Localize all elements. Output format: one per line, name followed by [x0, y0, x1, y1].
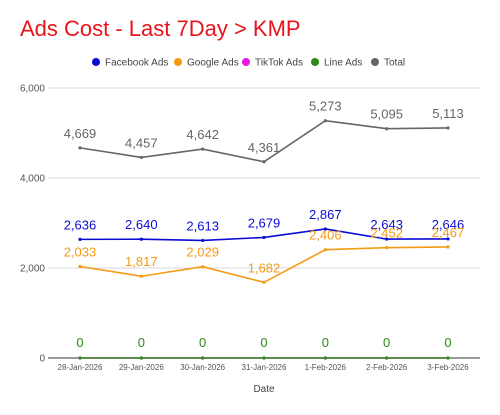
legend-label: Facebook Ads [105, 58, 168, 69]
data-point [262, 160, 266, 164]
x-tick-label: 3-Feb-2026 [427, 363, 469, 372]
data-point [385, 356, 389, 360]
x-tick-label: 2-Feb-2026 [366, 363, 408, 372]
y-tick-label: 2,000 [20, 264, 45, 275]
data-label: 1,682 [248, 260, 281, 275]
data-point [78, 356, 82, 360]
legend-marker [311, 58, 319, 66]
data-label: 5,113 [432, 106, 464, 121]
data-point [139, 237, 143, 241]
data-label: 2,406 [309, 228, 342, 243]
x-axis-title: Date [253, 384, 275, 395]
data-label: 0 [322, 335, 329, 350]
data-point [201, 238, 205, 243]
data-label: 0 [444, 335, 451, 350]
data-point [262, 235, 266, 240]
data-point [139, 274, 143, 278]
data-point [262, 280, 266, 284]
data-point [385, 127, 389, 131]
data-label: 2,679 [248, 215, 281, 230]
data-point [201, 147, 205, 151]
data-label: 2,643 [370, 217, 403, 232]
data-point [201, 356, 205, 360]
data-point [323, 119, 327, 123]
data-label: 2,613 [186, 218, 219, 233]
data-point [78, 146, 82, 150]
legend-marker [174, 58, 182, 66]
data-label: 4,669 [64, 126, 97, 141]
legend-label: TikTok Ads [255, 58, 303, 69]
y-tick-label: 4,000 [20, 174, 45, 185]
data-label: 2,467 [432, 225, 465, 240]
data-label: 2,452 [370, 226, 403, 241]
x-tick-label: 31-Jan-2026 [242, 363, 287, 372]
data-label: 0 [138, 335, 145, 350]
data-label: 0 [383, 335, 390, 350]
data-label: 2,636 [64, 217, 97, 232]
data-point [446, 356, 450, 360]
data-label: 4,642 [186, 127, 219, 142]
data-label: 2,029 [186, 245, 219, 260]
data-label: 2,867 [309, 207, 342, 222]
x-tick-label: 29-Jan-2026 [119, 363, 164, 372]
data-label: 1,817 [125, 254, 158, 269]
data-label: 5,095 [370, 107, 403, 122]
legend-label: Google Ads [187, 58, 239, 69]
y-tick-label: 6,000 [20, 84, 45, 95]
data-point [323, 227, 327, 231]
data-point [446, 245, 450, 249]
legend-marker [242, 58, 250, 66]
chart-title: Ads Cost - Last 7Day > KMP [20, 16, 301, 41]
legend-marker [92, 58, 100, 66]
x-tick-label: 30-Jan-2026 [180, 363, 225, 372]
data-point [385, 246, 389, 250]
data-point [446, 237, 450, 241]
data-point [139, 155, 143, 160]
legend-label: Total [384, 58, 405, 69]
data-point [78, 264, 82, 269]
x-tick-label: 1-Feb-2026 [305, 363, 347, 372]
data-label: 2,640 [125, 217, 158, 232]
legend-label: Line Ads [324, 58, 362, 69]
data-label: 4,361 [248, 140, 281, 155]
x-tick-label: 28-Jan-2026 [58, 363, 103, 372]
data-label: 0 [76, 335, 83, 350]
data-point [262, 356, 266, 360]
data-point [139, 356, 143, 360]
y-tick-label: 0 [39, 354, 45, 365]
data-label: 0 [260, 335, 267, 350]
data-point [323, 356, 327, 360]
data-label: 2,646 [432, 217, 465, 232]
data-point [323, 248, 327, 252]
data-label: 0 [199, 335, 206, 350]
data-point [385, 237, 389, 241]
data-label: 5,273 [309, 99, 342, 114]
data-point [446, 126, 450, 130]
data-point [201, 265, 205, 269]
legend-marker [371, 58, 379, 66]
data-label: 2,033 [64, 245, 97, 260]
data-point [78, 237, 82, 241]
data-label: 4,457 [125, 135, 158, 150]
